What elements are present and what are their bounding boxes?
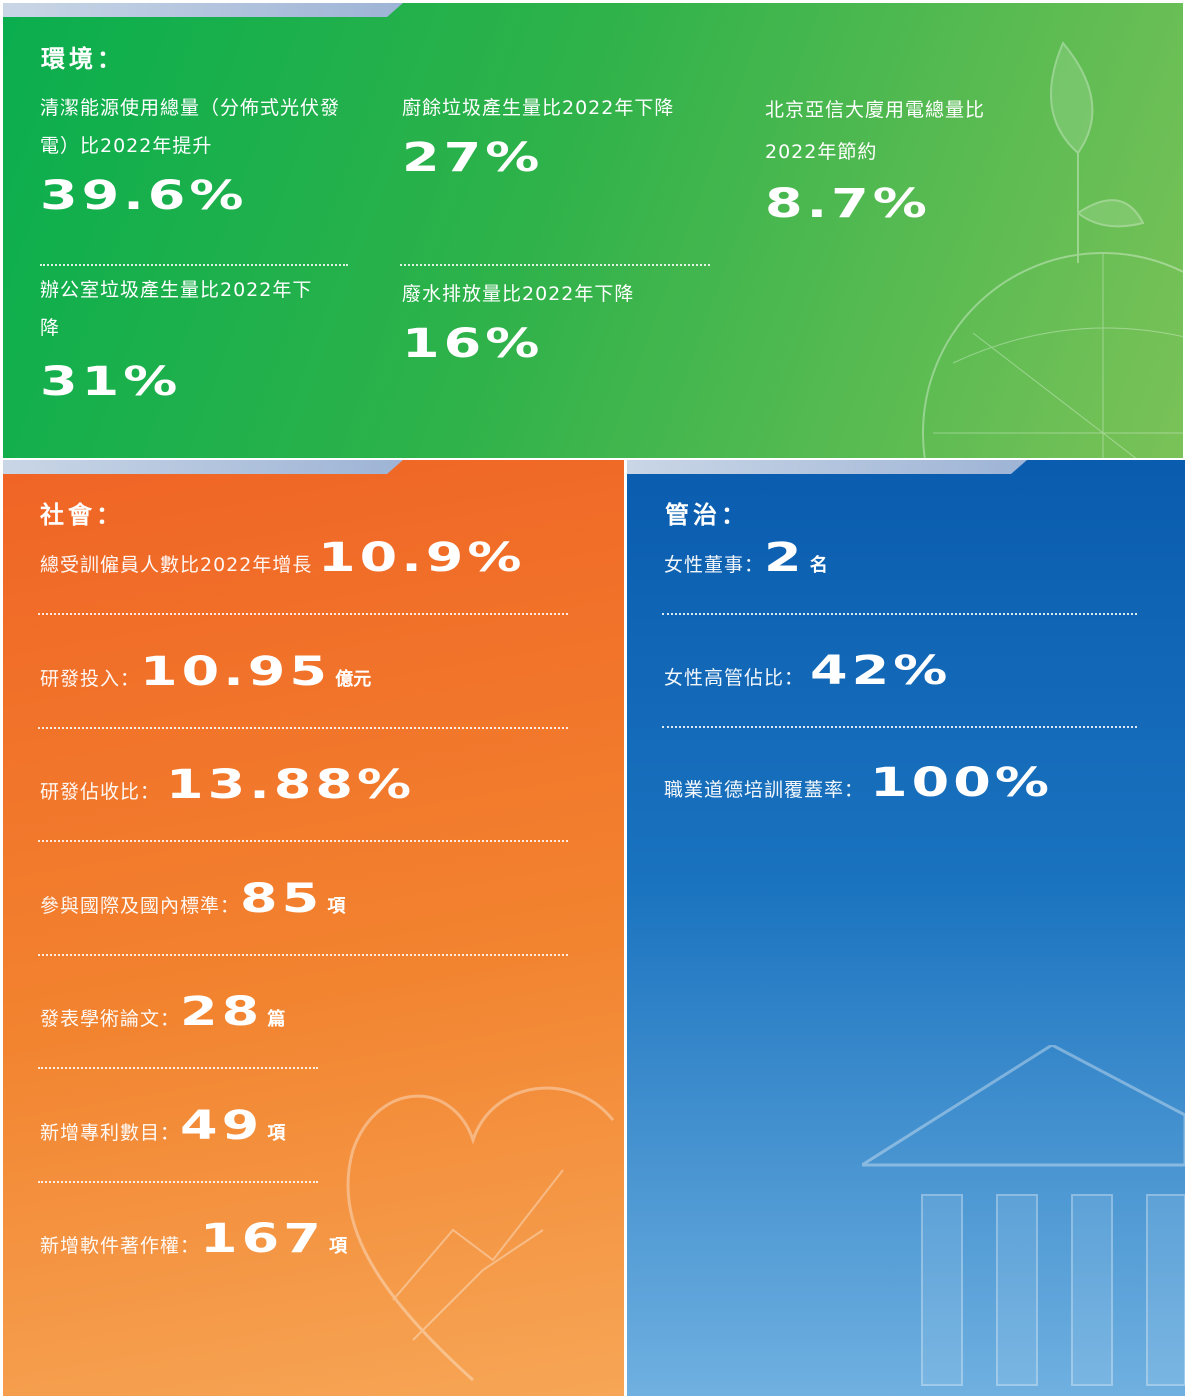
item-label: 女性董事： — [664, 554, 765, 576]
item-value: 27% — [402, 135, 544, 181]
stripe — [3, 3, 403, 17]
item-row: 研發佔收比： 13.88% — [40, 762, 411, 808]
item-row: 女性董事： 2 名 — [664, 535, 828, 581]
item-value: 8.7% — [765, 181, 931, 227]
governance-panel: 管治： 女性董事： 2 名女性高管佔比： 42% 職業道德培訓覆蓋率： 100% — [627, 460, 1185, 1396]
environment-panel: 環境： 清潔能源使用總量（分佈式光伏發電）比2022年提升 39.6% 廚餘垃圾產生… — [3, 3, 1183, 458]
stripe — [3, 460, 403, 474]
item-unit: 億元 — [335, 668, 372, 690]
separator — [38, 613, 568, 615]
item-label: 廚餘垃圾產生量比2022年下降 — [402, 97, 675, 119]
item-unit: 名 — [809, 555, 828, 576]
item-value: 85 — [240, 875, 324, 922]
social-panel: 社會： 總受訓僱員人數比2022年增長 10.9% 研發投入： 10.95 億元 研發佔收… — [3, 460, 624, 1396]
building-decoration — [862, 1045, 1185, 1386]
item-value: 31% — [40, 359, 182, 405]
item-label: 清潔能源使用總量（分佈式光伏發電）比2022年提升 — [40, 97, 341, 157]
item-value: 16% — [402, 321, 544, 367]
item-row: 職業道德培訓覆蓋率： 100% — [664, 760, 1049, 806]
item-label: 總受訓僱員人數比2022年增長 — [40, 554, 313, 576]
globe-decoration — [922, 41, 1183, 458]
item-row: 發表學術論文： 28 篇 — [40, 989, 285, 1035]
item-value: 2 — [764, 535, 806, 581]
item-row: 參與國際及國內標準： 85 項 — [40, 876, 345, 922]
item-value: 39.6% — [40, 173, 248, 219]
item-label: 新增專利數目： — [40, 1121, 181, 1144]
item-value: 28 — [180, 989, 264, 1035]
item-unit: 項 — [267, 1122, 286, 1144]
item-label: 研發佔收比： — [40, 781, 161, 803]
item-value: 100% — [870, 760, 1054, 806]
heart-decoration — [346, 1086, 615, 1382]
item-label: 北京亞信大廈用電總量比2022年節約 — [765, 99, 986, 163]
item-row: 研發投入： 10.95 億元 — [40, 649, 371, 695]
stripe — [627, 460, 1027, 474]
item-label: 發表學術論文： — [40, 1008, 181, 1030]
item-value: 13.88% — [166, 762, 416, 808]
item-row: 新增專利數目： 49 項 — [40, 1103, 285, 1149]
item-unit: 項 — [327, 895, 346, 917]
item-label: 研發投入： — [40, 667, 141, 690]
item-label: 辦公室垃圾產生量比2022年下降 — [40, 279, 313, 339]
item-row: 新增軟件著作權： 167 項 — [40, 1216, 347, 1262]
separator — [38, 1180, 318, 1183]
separator — [40, 264, 348, 266]
separator — [38, 953, 568, 956]
item-row: 女性高管佔比： 42% — [664, 648, 947, 694]
item-label: 新增軟件著作權： — [40, 1235, 201, 1257]
item-label: 女性高管佔比： — [664, 666, 805, 689]
separator — [38, 1067, 318, 1069]
section-title: 環境： — [41, 45, 125, 73]
section-title: 管治： — [665, 501, 749, 529]
section-title: 社會： — [40, 501, 124, 529]
separator — [38, 840, 568, 842]
item-row: 總受訓僱員人數比2022年增長 10.9% — [40, 535, 522, 581]
item-label: 廢水排放量比2022年下降 — [402, 283, 635, 305]
item-value: 10.9% — [318, 535, 526, 581]
separator — [400, 264, 710, 266]
separator — [662, 613, 1137, 615]
item-label: 職業道德培訓覆蓋率： — [664, 779, 865, 801]
item-value: 49 — [180, 1102, 264, 1149]
item-value: 42% — [810, 647, 952, 694]
item-unit: 篇 — [267, 1009, 286, 1030]
separator — [662, 725, 1137, 728]
item-label: 參與國際及國內標準： — [40, 894, 241, 917]
item-value: 10.95 — [140, 648, 332, 695]
item-value: 167 — [200, 1216, 325, 1262]
item-unit: 項 — [329, 1236, 348, 1257]
separator — [38, 726, 568, 729]
